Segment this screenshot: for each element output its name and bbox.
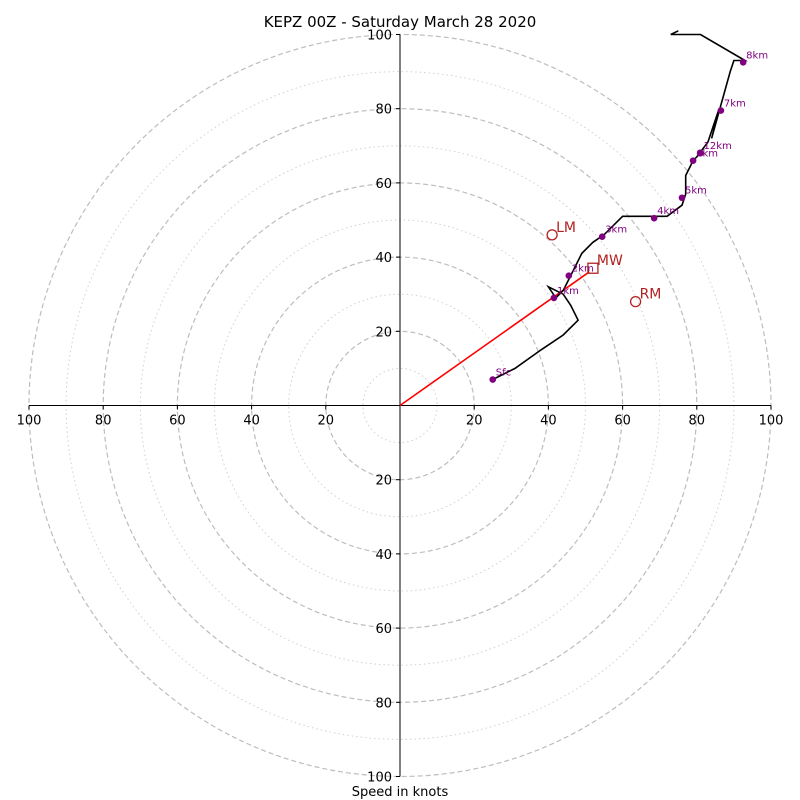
height-marker-5km-label: 5km [685, 186, 707, 197]
storm-motion-rm-label: RM [640, 287, 662, 303]
storm-motion-lm-label: LM [556, 220, 576, 236]
x-tick-label: 80 [689, 414, 706, 429]
height-marker-3km-label: 3km [605, 225, 627, 236]
storm-motion-rm-marker [629, 295, 642, 308]
x-axis-label: Speed in knots [352, 785, 449, 800]
x-tick-label: 20 [318, 414, 335, 429]
hodograph-line [492, 30, 748, 381]
height-marker-12km-dot [697, 149, 704, 157]
x-tick-label: 20 [466, 414, 483, 429]
hodograph-trace [492, 30, 748, 381]
shear-vector-layer [399, 271, 590, 407]
storm-motion-lm-marker [546, 229, 558, 241]
storm-motion-mw-label: MW [597, 253, 623, 269]
height-marker-8km-dot [739, 59, 747, 66]
height-marker-2km-label: 2km [572, 264, 594, 275]
height-marker-7km-label: 7km [724, 99, 746, 110]
height-marker-12km-label: 12km [704, 141, 732, 152]
x-tick-label: 100 [759, 414, 784, 429]
height-marker-8km-label: 8km [746, 50, 768, 61]
x-tick-label: 80 [95, 414, 112, 429]
height-marker-6km-dot [689, 157, 697, 164]
tick-labels: 100 80 60 40 20 20 40 60 80 100 20 40 60 80 100 20 40 60 8… [17, 29, 784, 786]
y-tick-label: 60 [375, 622, 392, 637]
height-marker-sfc-dot [489, 376, 497, 383]
y-tick-label: 60 [375, 177, 392, 192]
height-marker-1km-dot [550, 294, 558, 302]
y-tick-label: 100 [367, 29, 392, 44]
height-marker-6km-label: 6km [696, 149, 718, 160]
storm-motions: LM RM MW [546, 220, 662, 308]
x-tick-label: 40 [243, 414, 260, 429]
height-marker-2km-dot [565, 272, 573, 279]
x-tick-label: 60 [169, 414, 186, 429]
height-marker-4km-dot [650, 214, 658, 222]
chart-title: KEPZ 00Z - Saturday March 28 2020 [264, 13, 537, 31]
height-marker-3km-dot [598, 233, 606, 240]
y-tick-label: 20 [375, 474, 392, 489]
height-marker-sfc-label: Sfc [496, 368, 511, 379]
y-tick-label: 40 [375, 548, 392, 563]
x-tick-label: 100 [17, 414, 42, 429]
y-tick-label: 20 [375, 325, 392, 340]
x-tick-label: 40 [540, 414, 557, 429]
height-markers: Sfc 1km 2km 3km 4km 5km 6km 7km 8km 12km [489, 50, 768, 383]
y-tick-label: 100 [367, 771, 392, 786]
y-tick-label: 40 [375, 251, 392, 266]
height-marker-5km-dot [678, 194, 686, 202]
x-tick-label: 60 [614, 414, 631, 429]
height-marker-1km-label: 1km [557, 286, 579, 297]
height-marker-4km-label: 4km [657, 206, 679, 217]
y-tick-label: 80 [375, 103, 392, 118]
height-marker-7km-dot [717, 107, 725, 114]
shear-vector [399, 271, 590, 407]
storm-motion-mw-marker [587, 262, 599, 274]
y-tick-label: 80 [375, 696, 392, 711]
